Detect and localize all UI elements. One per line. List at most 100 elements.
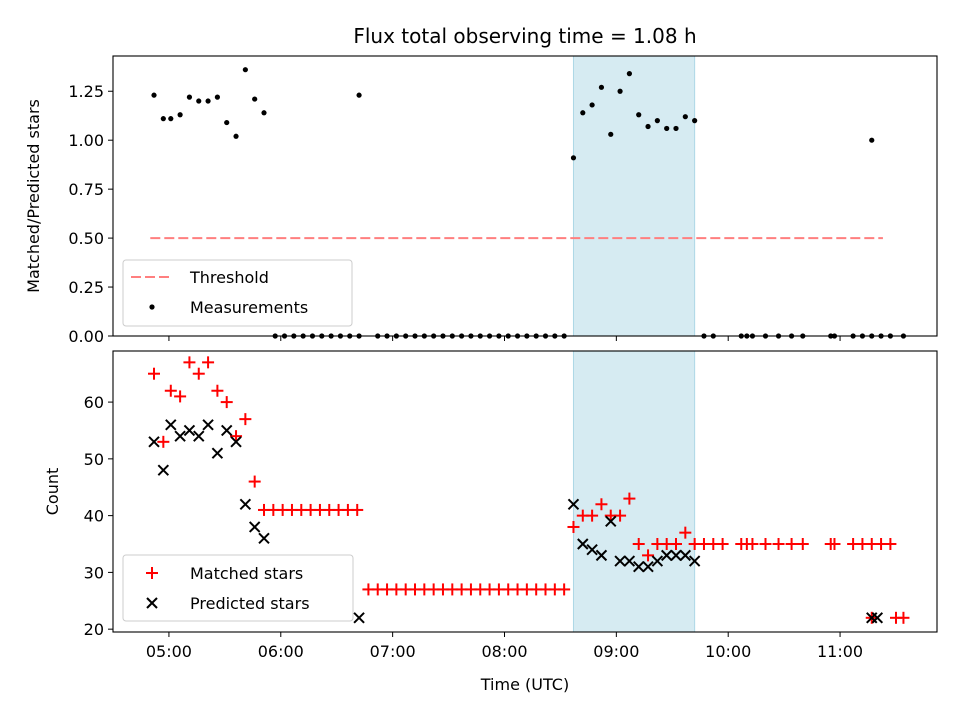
predicted-star-point	[211, 447, 224, 459]
predicted-cross-b	[679, 549, 692, 562]
measurement-point	[673, 125, 679, 132]
predicted-star-point	[623, 555, 636, 567]
matched-star-point	[248, 475, 261, 488]
top-y-tick-label: 0.00	[68, 327, 104, 346]
predicted-star-point	[660, 549, 673, 562]
predicted-star-point	[174, 430, 186, 442]
matched-star-point	[567, 520, 580, 533]
matched-star-point	[164, 384, 177, 397]
matched-star-point	[558, 583, 571, 596]
matched-star-point	[157, 435, 170, 448]
top-y-axis-label: Matched/Predicted stars	[24, 99, 43, 293]
predicted-star-point	[651, 555, 664, 567]
bottom-y-axis-ticks: 20 30 40 50 60	[84, 393, 113, 639]
predicted-cross-b	[688, 555, 701, 567]
legend-predicted-swatch	[146, 597, 158, 609]
predicted-star-point	[688, 555, 701, 567]
measurement-point	[589, 102, 595, 108]
predicted-star-point	[586, 543, 598, 556]
measurement-point	[869, 137, 875, 143]
predicted-cross-b	[165, 419, 177, 431]
predicted-cross-b	[871, 612, 884, 624]
predicted-cross-b	[577, 538, 589, 550]
x-tick-label: 08:00	[481, 642, 527, 661]
matched-star-point	[828, 538, 841, 551]
predicted-star-point	[148, 436, 160, 448]
x-tick-label: 11:00	[817, 642, 863, 661]
predicted-star-point	[202, 419, 214, 431]
legend-predicted-label: Predicted stars	[190, 594, 310, 613]
measurement-point	[214, 94, 220, 100]
matched-star-point	[586, 509, 599, 522]
top-y-tick-label: 0.50	[68, 229, 104, 248]
measurement-point	[224, 119, 230, 126]
measurement-point	[580, 110, 586, 116]
top-panel: 0.00 0.25 0.50 0.75 1.00 1.25 Matched/Predict…	[24, 55, 938, 346]
predicted-cross-b	[174, 430, 186, 442]
bottom-y-tick-label: 60	[84, 393, 104, 412]
top-y-tick-label: 1.25	[68, 82, 104, 101]
measurement-point	[196, 98, 202, 104]
measurement-point	[617, 88, 623, 94]
matched-star-point	[192, 367, 205, 380]
matched-star-point	[679, 526, 692, 539]
measurement-point	[261, 110, 267, 116]
bottom-y-tick-label: 20	[84, 620, 104, 639]
measurement-point	[233, 133, 239, 139]
top-plot-frame	[112, 55, 938, 337]
matched-star-point	[716, 538, 729, 551]
predicted-star-point	[165, 419, 177, 431]
predicted-cross-b	[586, 543, 598, 556]
predicted-star-point	[353, 612, 365, 624]
predicted-cross-b	[258, 532, 270, 545]
legend-measurements-label: Measurements	[190, 298, 308, 317]
x-tick-label: 10:00	[705, 642, 751, 661]
matched-star-point	[623, 492, 636, 505]
measurement-point	[168, 116, 174, 122]
matched-star-point	[670, 538, 683, 551]
bottom-y-tick-label: 40	[84, 507, 104, 526]
predicted-cross-b	[221, 424, 233, 437]
x-tick-label: 07:00	[370, 642, 416, 661]
matched-star-point	[183, 356, 196, 369]
measurement-point	[654, 118, 660, 124]
bottom-y-tick-label: 50	[84, 450, 104, 469]
predicted-cross-b	[567, 498, 580, 510]
matched-star-point	[239, 413, 252, 426]
measurement-point	[252, 96, 258, 102]
top-y-tick-label: 0.25	[68, 278, 104, 297]
bottom-panel: 20 30 40 50 60 05:00 06:00 07:00 08:00 09:00 10:0…	[43, 350, 938, 694]
matched-star-point	[746, 538, 759, 551]
predicted-cross-b	[230, 436, 242, 448]
top-x-axis-ticks	[168, 336, 841, 341]
predicted-cross-b	[651, 555, 664, 567]
bottom-plot-frame	[112, 350, 938, 633]
predicted-star-point	[239, 498, 252, 510]
predicted-star-point	[633, 561, 645, 573]
predicted-star-point	[183, 424, 196, 437]
predicted-cross-b	[183, 424, 196, 437]
measurement-point	[692, 118, 698, 124]
predicted-cross-b	[211, 447, 224, 459]
predicted-cross-b	[605, 515, 617, 528]
top-y-tick-label: 1.00	[68, 131, 104, 150]
measurement-point	[242, 67, 248, 73]
count-points	[148, 356, 910, 624]
legend-measurements-swatch	[149, 304, 155, 310]
matched-star-point	[884, 538, 897, 551]
measurement-point	[151, 92, 157, 98]
predicted-cross-b	[202, 419, 214, 431]
predicted-cross-b	[353, 612, 365, 624]
bottom-y-tick-label: 30	[84, 563, 104, 582]
predicted-star-point	[248, 521, 261, 533]
predicted-cross-b	[148, 436, 160, 448]
matched-star-point	[351, 503, 364, 516]
predicted-cross-b	[660, 549, 673, 562]
measurement-point	[205, 98, 211, 104]
predicted-cross-b	[633, 561, 645, 573]
matched-star-point	[632, 538, 645, 551]
top-y-tick-label: 0.75	[68, 180, 104, 199]
measurement-point	[636, 112, 642, 118]
predicted-cross-b	[595, 549, 608, 562]
